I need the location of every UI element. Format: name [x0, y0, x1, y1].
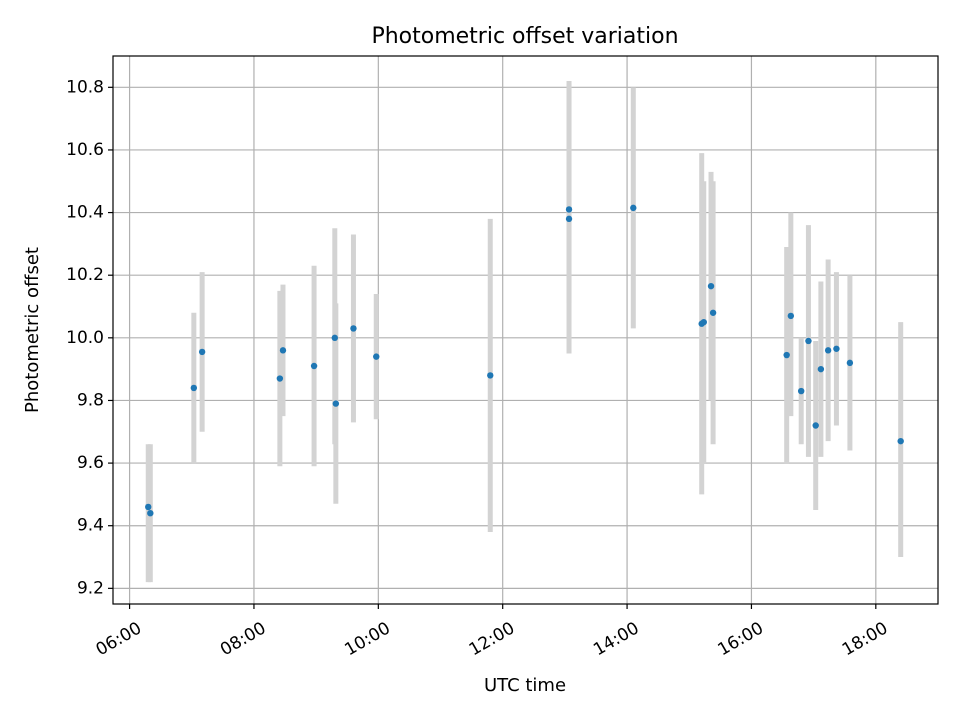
data-point	[709, 309, 717, 316]
data-point	[198, 348, 206, 356]
data-point	[824, 347, 832, 354]
y-tick-label: 10.4	[66, 203, 104, 223]
y-tick-label: 10.6	[66, 140, 104, 160]
data-point	[276, 375, 284, 382]
data-point	[897, 437, 904, 445]
data-point	[565, 215, 573, 223]
data-point	[812, 422, 819, 429]
y-axis-ticks: 9.2 9.4 9.6 9.8 10.0 10.2 10.4 10.6 10.8	[66, 77, 113, 598]
data-point	[190, 384, 198, 392]
data-point	[373, 353, 380, 360]
y-tick-label: 9.2	[77, 578, 104, 598]
data-points	[145, 204, 904, 517]
data-point	[310, 362, 318, 370]
data-point	[350, 325, 357, 332]
y-tick-label: 9.8	[77, 390, 104, 410]
y-tick-label: 10.0	[66, 328, 104, 348]
data-point	[565, 206, 573, 213]
data-point	[787, 312, 795, 320]
data-point	[279, 347, 287, 354]
data-point	[805, 337, 812, 345]
data-point	[833, 345, 840, 352]
y-tick-label: 10.8	[66, 77, 104, 97]
y-tick-label: 10.2	[66, 265, 104, 285]
y-axis-label: Photometric offset	[22, 247, 43, 413]
data-point	[846, 359, 854, 367]
chart-title: Photometric offset variation	[371, 24, 678, 49]
plot-frame	[112, 55, 939, 605]
data-point	[331, 334, 338, 342]
y-tick-label: 9.6	[77, 453, 104, 473]
data-point	[700, 318, 707, 326]
y-tick-label: 9.4	[77, 516, 104, 536]
data-point	[797, 387, 805, 395]
data-point	[487, 372, 494, 379]
data-point	[783, 351, 790, 359]
data-point	[147, 509, 154, 517]
data-point	[817, 365, 825, 373]
data-point	[707, 282, 715, 290]
data-point	[145, 503, 152, 511]
data-point	[332, 400, 340, 407]
x-axis-label: UTC time	[484, 675, 566, 696]
data-point	[630, 204, 637, 212]
